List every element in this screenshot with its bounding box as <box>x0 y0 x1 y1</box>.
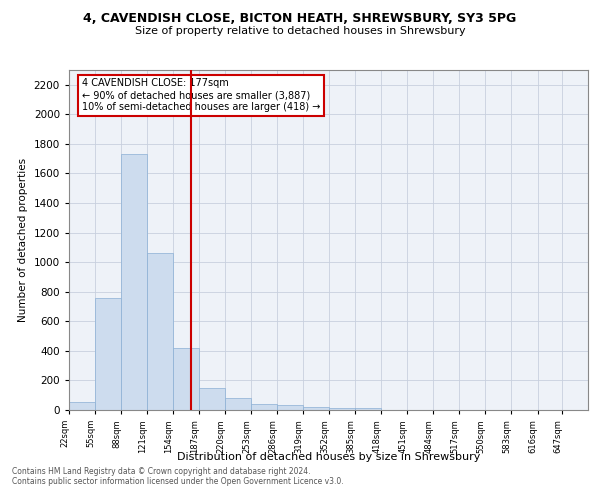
Bar <box>303 407 329 410</box>
Text: Distribution of detached houses by size in Shrewsbury: Distribution of detached houses by size … <box>177 452 481 462</box>
Bar <box>251 404 277 410</box>
Bar <box>147 254 173 410</box>
Bar <box>121 154 147 410</box>
Bar <box>225 398 251 410</box>
Bar <box>355 408 382 410</box>
Bar <box>95 298 121 410</box>
Bar <box>277 405 303 410</box>
Text: 4 CAVENDISH CLOSE: 177sqm
← 90% of detached houses are smaller (3,887)
10% of se: 4 CAVENDISH CLOSE: 177sqm ← 90% of detac… <box>82 78 320 112</box>
Bar <box>69 402 95 410</box>
Bar <box>199 388 225 410</box>
Text: 4, CAVENDISH CLOSE, BICTON HEATH, SHREWSBURY, SY3 5PG: 4, CAVENDISH CLOSE, BICTON HEATH, SHREWS… <box>83 12 517 26</box>
Text: Size of property relative to detached houses in Shrewsbury: Size of property relative to detached ho… <box>134 26 466 36</box>
Y-axis label: Number of detached properties: Number of detached properties <box>18 158 28 322</box>
Bar <box>173 348 199 410</box>
Bar <box>329 408 355 410</box>
Text: Contains HM Land Registry data © Crown copyright and database right 2024.: Contains HM Land Registry data © Crown c… <box>12 467 311 476</box>
Text: Contains public sector information licensed under the Open Government Licence v3: Contains public sector information licen… <box>12 477 344 486</box>
